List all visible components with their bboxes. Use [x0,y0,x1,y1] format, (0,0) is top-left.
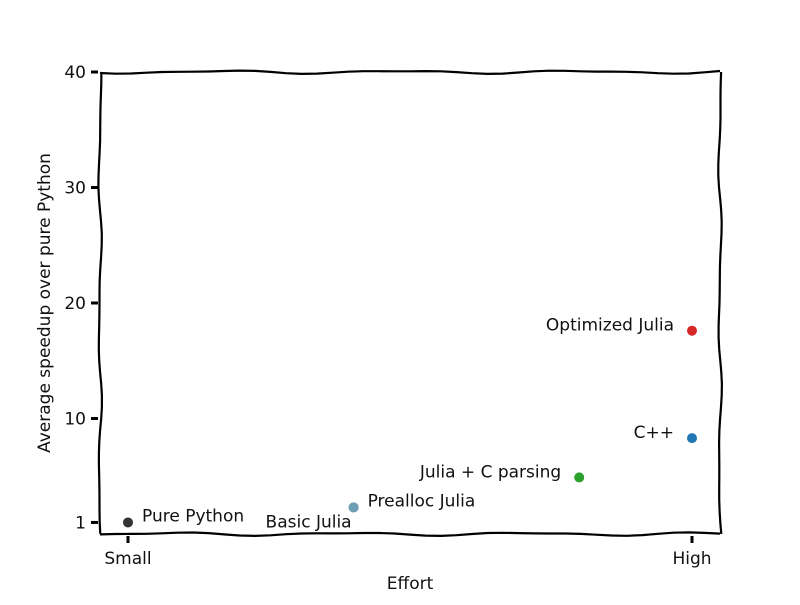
point-pure-python [123,517,133,528]
point-prealloc-julia [348,502,359,513]
x-tick-label: Small [104,549,151,569]
points-layer: Pure Python Basic Julia Prealloc Julia Juli… [123,316,697,532]
point-label: Basic Julia [266,512,352,532]
y-tick-label: 20 [64,294,86,314]
x-tick-label: High [672,549,711,569]
point-label: C++ [634,423,674,443]
point-label: Optimized Julia [546,316,674,336]
point-optimized-julia [687,325,697,336]
point-label: Prealloc Julia [368,491,476,511]
point-julia-c-parsing [574,472,585,483]
point-c [687,433,697,444]
y-tick-label: 1 [75,513,86,533]
point-label: Julia + C parsing [419,462,561,482]
y-tick-label: 10 [64,410,86,430]
y-axis-title: Average speedup over pure Python [35,153,55,453]
point-label: Pure Python [142,506,244,526]
plot-frame [97,69,724,538]
y-tick-label: 40 [64,63,86,83]
y-tick-label: 30 [64,179,86,199]
ticks-layer: 1 10 20 30 40 Small High [64,63,711,569]
x-axis-title: Effort [387,574,434,594]
